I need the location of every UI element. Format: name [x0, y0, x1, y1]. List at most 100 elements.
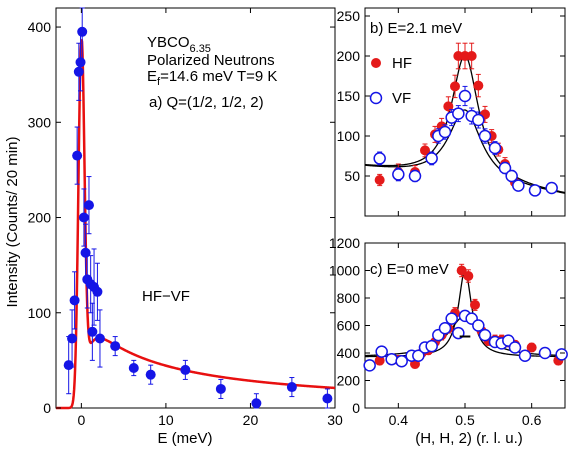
panel-c-x-tick-label: 0.5 [455, 412, 475, 428]
panel-c-title: c) E=0 meV [370, 261, 449, 278]
panel-c-x-tick-label: 0.4 [389, 412, 409, 428]
panel-a-point-data [80, 247, 91, 258]
panel-b-fit-curve-1 [364, 109, 566, 194]
panel-c-point-hf [526, 342, 537, 353]
panel-a-y-tick-label: 200 [28, 210, 52, 226]
panel-c-point-vf [412, 349, 425, 362]
panel-c-y-tick-label: 200 [337, 373, 361, 389]
panel-b-point-vf [488, 141, 502, 155]
panel-b-title: b) E=2.1 meV [370, 20, 462, 37]
panel-b-point-vf [452, 107, 465, 120]
panel-c-point-vf [438, 322, 452, 335]
panel-b-point-vf [373, 152, 386, 165]
panel-b-point-hf [466, 51, 477, 61]
panel-a-points [63, 7, 333, 409]
panel-c-point-vf [508, 341, 522, 354]
panel-a-y-axis-title: Intensity (Counts/ 20 min) [4, 137, 21, 308]
panel-c-point-vf [363, 359, 376, 372]
panel-a-y-tick-label: 400 [28, 19, 52, 35]
panel-a-y-ticks: 0 100 200 300 400 [28, 19, 335, 416]
panel-b-point-hf [374, 175, 385, 185]
panel-b-point-vf [392, 168, 405, 181]
panel-c-point-vf [425, 339, 438, 353]
panel-a-point-data [67, 333, 78, 344]
panel-a-x-tick-label: 30 [327, 412, 343, 428]
panel-a-x-tick-label: 20 [243, 412, 259, 428]
panel-c-point-vf [518, 349, 532, 362]
panel-c-y-tick-label: 1000 [329, 263, 360, 279]
panel-a-point-data [83, 200, 94, 211]
panel-b-point-vf [528, 184, 542, 197]
panel-c-point-vf [445, 312, 458, 325]
panel-b-point-vf [458, 89, 472, 103]
legend-hf-label: HF [392, 55, 412, 72]
panel-c-point-hf [463, 271, 474, 281]
panel-a-point-data [128, 363, 139, 373]
panel-c-point-vf [555, 348, 568, 361]
panel-c-points [363, 263, 568, 372]
panel-a-point-data [69, 295, 80, 306]
panel-b-point-vf [408, 169, 422, 183]
panel-c-x-ticks: 0.4 0.5 0.6 [389, 243, 542, 428]
panel-a-point-data [110, 341, 121, 352]
panel-b-y-tick-label: 150 [337, 88, 361, 104]
panel-c-point-vf [478, 328, 492, 342]
panel-b-point-vf [505, 169, 518, 183]
panel-a-point-data [322, 393, 333, 404]
panel-a-y-tick-label: 0 [43, 400, 51, 416]
panel-c-y-tick-label: 0 [352, 400, 360, 416]
panel-c-point-hf [470, 299, 480, 310]
panel-b-point-vf [438, 125, 452, 139]
panel-b-y-tick-label: 50 [344, 168, 360, 184]
panel-b-point-vf [498, 161, 512, 175]
panel-a-polarized-label: Polarized Neutrons [147, 52, 275, 69]
panel-a-q-label: a) Q=(1/2, 1/2, 2) [149, 94, 264, 111]
panel-c-point-vf [538, 346, 552, 360]
panel-c-point-vf [472, 319, 485, 332]
panel-a-point-data [72, 150, 83, 161]
panel-a-point-data [286, 382, 297, 393]
panel-b-x-ticks [397, 8, 533, 216]
panel-c-point-hf [374, 355, 385, 366]
legend-vf-label: VF [392, 90, 411, 107]
panel-a-point-data [92, 286, 103, 297]
panel-b-point-vf [472, 113, 485, 127]
panel-a-x-axis-title: E (meV) [157, 430, 212, 447]
panel-b-y-tick-label: 250 [337, 8, 361, 24]
panel-a-point-data [78, 212, 89, 223]
panel-c-y-ticks: 0 200 400 600 800 1000 1200 [329, 235, 565, 416]
panel-a-point-data [145, 369, 156, 380]
legend-vf-marker [369, 91, 383, 105]
panel-a-point-data [180, 364, 191, 375]
panel-a-point-data [87, 326, 98, 337]
panel-b-points [373, 42, 558, 197]
panel-b-point-vf [545, 181, 558, 195]
panel-a-point-data [94, 333, 105, 344]
legend-hf-marker [371, 58, 381, 68]
panel-a-conditions-label: Ef=14.6 meV T=9 K [147, 68, 277, 88]
panel-b-point-hf [443, 101, 454, 112]
panel-b-point-hf [473, 80, 484, 91]
panel-c-y-tick-label: 1200 [329, 235, 360, 251]
panel-c-y-tick-label: 800 [337, 290, 361, 306]
panel-a-point-data [73, 66, 84, 77]
panel-c-y-tick-label: 600 [337, 318, 361, 334]
panel-a-point-data [63, 360, 74, 371]
panel-b-y-ticks: 50 100 150 200 250 [337, 8, 565, 184]
panel-c-y-tick-label: 400 [337, 345, 361, 361]
panel-a-point-data [215, 383, 226, 394]
panel-a-sample-name: YBCO6.35 [147, 34, 211, 55]
panel-b-y-tick-label: 100 [337, 128, 361, 144]
panel-a-x-tick-label: 10 [158, 412, 174, 428]
panel-b-point-hf [450, 81, 460, 92]
panel-a-y-tick-label: 100 [28, 305, 52, 321]
panel-b-y-tick-label: 200 [337, 48, 361, 64]
panel-a-point-data [75, 57, 86, 68]
panel-a-point-data [77, 26, 88, 37]
panel-a-y-tick-label: 300 [28, 114, 52, 130]
panel-c-point-vf [385, 352, 398, 366]
panel-c-x-axis-title: (H, H, 2) (r. l. u.) [415, 430, 523, 447]
panel-c-point-vf [375, 345, 388, 358]
panel-b-legend: HF VF [369, 55, 412, 107]
